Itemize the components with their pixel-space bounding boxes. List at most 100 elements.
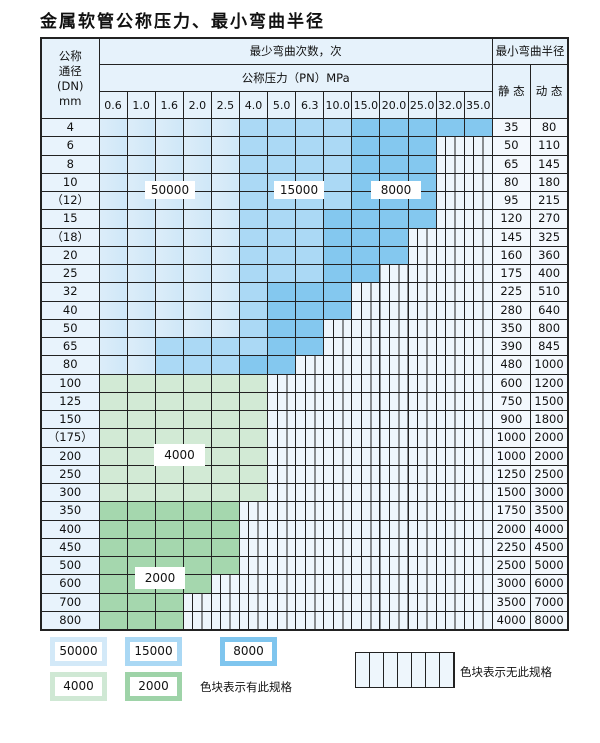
static-radius-cell: 900: [491, 409, 531, 430]
spec-cell: [323, 227, 353, 247]
spec-cell: [154, 117, 184, 138]
spec-cell: [295, 154, 325, 174]
spec-cell: [407, 136, 437, 156]
spec-cell: [238, 336, 269, 357]
no-spec-cell: [267, 446, 297, 466]
no-spec-cell: [267, 373, 297, 393]
spec-cell: [98, 373, 128, 393]
no-spec-cell: [407, 428, 437, 448]
no-spec-cell: [435, 282, 465, 302]
radius-header: 最小弯曲半径: [491, 37, 569, 65]
region-label-50000: 50000: [145, 181, 195, 199]
dn-cell: 8: [40, 154, 100, 174]
spec-cell: [323, 136, 353, 156]
no-spec-cell: [323, 610, 353, 631]
no-spec-cell: [267, 501, 297, 521]
spec-cell: [154, 373, 184, 393]
table-row: 500 2500 5000: [40, 555, 569, 576]
legend-hatch-swatch: [355, 652, 455, 688]
static-radius-cell: 2250: [491, 537, 531, 558]
spec-cell: [98, 282, 128, 302]
spec-cell: [154, 282, 184, 302]
no-spec-cell: [295, 446, 325, 466]
spec-cell: [210, 227, 240, 247]
spec-cell: [98, 172, 128, 193]
spec-cell: [154, 245, 184, 266]
spec-cell: [154, 209, 184, 229]
no-spec-cell: [351, 519, 381, 539]
table-row: 15 120 270: [40, 209, 569, 229]
no-spec-cell: [351, 555, 381, 576]
no-spec-cell: [295, 428, 325, 448]
spec-cell: [126, 117, 156, 138]
dn-cell: 100: [40, 373, 100, 393]
no-spec-cell: [463, 282, 493, 302]
spec-cell: [126, 537, 156, 558]
spec-cell: [98, 501, 128, 521]
static-radius-cell: 1000: [491, 428, 531, 448]
no-spec-cell: [351, 537, 381, 558]
spec-cell: [98, 300, 128, 320]
no-spec-cell: [267, 574, 297, 594]
spec-cell: [126, 136, 156, 156]
spec-cell: [126, 355, 156, 375]
dynamic-radius-cell: 1800: [529, 409, 569, 430]
static-radius-cell: 350: [491, 318, 531, 339]
spec-cell: [295, 245, 325, 266]
spec-cell: [98, 336, 128, 357]
spec-cell: [210, 117, 240, 138]
table-row: 40 280 640: [40, 300, 569, 320]
spec-cell: [182, 537, 212, 558]
no-spec-cell: [351, 428, 381, 448]
spec-cell: [351, 136, 381, 156]
spec-cell: [182, 464, 212, 485]
no-spec-cell: [435, 154, 465, 174]
dynamic-radius-cell: 3000: [529, 482, 569, 503]
no-spec-cell: [379, 373, 409, 393]
no-spec-cell: [351, 318, 381, 339]
no-spec-cell: [351, 482, 381, 503]
no-spec-cell: [295, 574, 325, 594]
spec-cell: [98, 464, 128, 485]
spec-cell: [210, 464, 240, 485]
spec-cell: [154, 227, 184, 247]
table-row: 300 1500 3000: [40, 482, 569, 503]
no-spec-cell: [407, 610, 437, 631]
static-radius-cell: 3500: [491, 592, 531, 612]
spec-cell: [182, 355, 212, 375]
no-spec-cell: [379, 428, 409, 448]
spec-cell: [379, 245, 409, 266]
spec-cell: [126, 154, 156, 174]
spec-cell: [126, 300, 156, 320]
spec-cell: [154, 136, 184, 156]
dn-cell: 400: [40, 519, 100, 539]
spec-cell: [210, 428, 240, 448]
table-row: 100 600 1200: [40, 373, 569, 393]
spec-cell: [182, 282, 212, 302]
no-spec-cell: [379, 537, 409, 558]
spec-cell: [267, 336, 297, 357]
spec-cell: [295, 282, 325, 302]
no-spec-cell: [238, 519, 269, 539]
region-label-15000: 15000: [274, 181, 324, 199]
spec-cell: [182, 227, 212, 247]
spec-cell: [98, 537, 128, 558]
spec-cell: [210, 355, 240, 375]
no-spec-cell: [238, 574, 269, 594]
no-spec-cell: [463, 355, 493, 375]
no-spec-cell: [379, 336, 409, 357]
dynamic-radius-cell: 3500: [529, 501, 569, 521]
table-row: 600 3000 6000: [40, 574, 569, 594]
no-spec-cell: [435, 428, 465, 448]
spec-cell: [210, 537, 240, 558]
static-radius-cell: 120: [491, 209, 531, 229]
no-spec-cell: [323, 519, 353, 539]
spec-cell: [126, 501, 156, 521]
spec-cell: [351, 117, 381, 138]
spec-cell: [126, 373, 156, 393]
spec-cell: [126, 519, 156, 539]
spec-cell: [267, 263, 297, 284]
no-spec-cell: [351, 574, 381, 594]
spec-cell: [267, 355, 297, 375]
spec-cell: [351, 245, 381, 266]
